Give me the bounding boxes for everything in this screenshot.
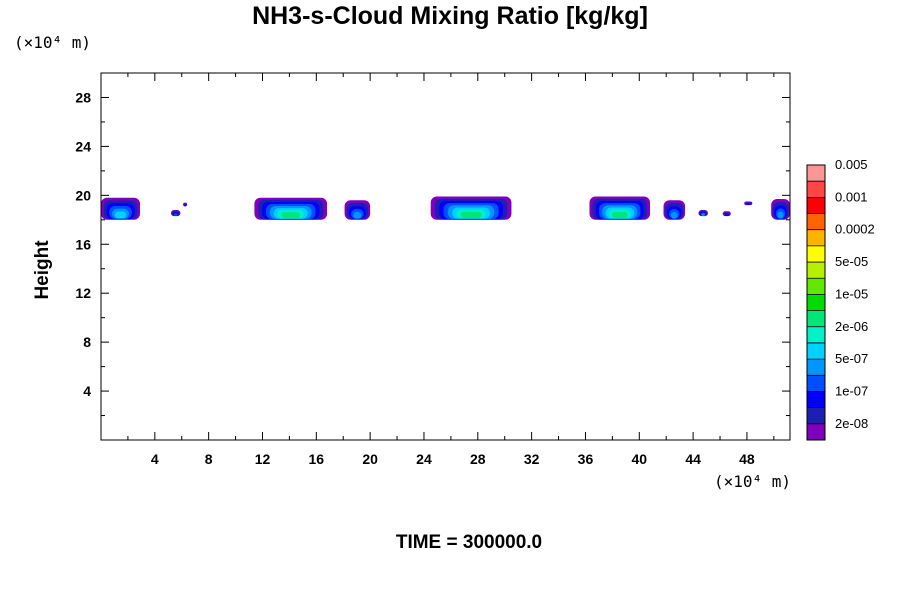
cloud-12 xyxy=(744,201,753,206)
plot-frame xyxy=(100,72,791,441)
colorbar-label: 0.005 xyxy=(835,157,868,172)
colorbar-label: 2e-08 xyxy=(835,416,868,431)
colorbar: 2e-08 1e-07 5e-07 2e-06 1e-05 5e-05 0.0002 0.00… xyxy=(806,157,875,441)
y-tick-label: 28 xyxy=(75,89,91,105)
colorbar-swatch xyxy=(807,326,825,343)
colorbar-swatch xyxy=(807,294,825,311)
colorbar-swatch xyxy=(807,391,825,408)
cloud-5-level-7 xyxy=(612,211,628,219)
chart-title: NH3-s-Cloud Mixing Ratio [kg/kg] xyxy=(252,2,648,30)
cloud-4 xyxy=(430,196,512,220)
colorbar-swatch xyxy=(807,278,825,295)
y-tick-label: 24 xyxy=(75,138,91,154)
y-tick-label: 20 xyxy=(75,187,91,203)
cloud-3-level-4 xyxy=(353,211,362,219)
colorbar-swatch xyxy=(807,359,825,376)
x-tick-label: 24 xyxy=(416,451,432,467)
cloud-7 xyxy=(771,199,790,220)
colorbar-swatch xyxy=(807,213,825,230)
cloud-10 xyxy=(722,211,731,217)
cloud-9 xyxy=(698,210,708,217)
colorbar-swatch xyxy=(807,229,825,246)
colorbar-swatch xyxy=(807,181,825,198)
colorbar-label: 0.0002 xyxy=(835,222,875,237)
colorbar-swatch xyxy=(807,165,825,182)
cloud-8 xyxy=(170,210,181,217)
cloud-7-level-4 xyxy=(777,211,784,219)
colorbar-label: 5e-05 xyxy=(835,254,868,269)
x-tick-label: 20 xyxy=(362,451,378,467)
colorbar-frame xyxy=(806,164,826,441)
time-label: TIME = 300000.0 xyxy=(395,532,543,553)
cloud-1-level-5 xyxy=(114,211,127,219)
cloud-5 xyxy=(589,196,651,220)
x-tick-label: 28 xyxy=(470,451,486,467)
colorbar-swatch xyxy=(807,310,825,327)
y-tick-label: 4 xyxy=(83,383,91,399)
x-tick-label: 8 xyxy=(205,451,213,467)
x-tick-label: 4 xyxy=(151,451,159,467)
y-axis-unit: (×10⁴ m) xyxy=(14,33,92,52)
colorbar-swatch xyxy=(807,375,825,392)
x-tick-label: 12 xyxy=(255,451,271,467)
cloud-6 xyxy=(663,200,686,220)
colorbar-swatch xyxy=(807,342,825,360)
cloud-4-level-7 xyxy=(460,211,482,219)
cloud-6-level-4 xyxy=(670,211,678,219)
colorbar-label: 2e-06 xyxy=(835,319,868,334)
y-tick-label: 8 xyxy=(83,334,91,350)
x-tick-label: 16 xyxy=(309,451,325,467)
cloud-12-level-2 xyxy=(746,203,751,205)
cloud-11-level-2 xyxy=(184,204,186,207)
x-axis-unit: (×10⁴ m) xyxy=(714,472,792,491)
cloud-9-level-4 xyxy=(701,213,705,216)
x-tick-label: 36 xyxy=(578,451,594,467)
x-tick-label: 32 xyxy=(524,451,540,467)
x-tick-label: 48 xyxy=(739,451,755,467)
x-tick-label: 40 xyxy=(631,451,647,467)
colorbar-swatch xyxy=(807,197,825,214)
colorbar-label: 1e-05 xyxy=(835,286,868,301)
colorbar-label: 0.001 xyxy=(835,189,868,204)
x-tick-label: 44 xyxy=(685,451,701,467)
cloud-8-level-3 xyxy=(173,213,178,216)
colorbar-swatch xyxy=(807,262,825,279)
y-tick-label: 16 xyxy=(75,236,91,252)
colorbar-label: 1e-07 xyxy=(835,383,868,398)
cloud-11 xyxy=(183,202,188,207)
cloud-2 xyxy=(254,197,328,220)
cloud-2-level-7 xyxy=(281,212,301,219)
cloud-field xyxy=(101,196,790,220)
colorbar-swatch xyxy=(807,423,825,440)
cloud-1 xyxy=(101,197,141,220)
cloud-3 xyxy=(344,200,371,220)
colorbar-label: 5e-07 xyxy=(835,351,868,366)
cloud-10-level-2 xyxy=(725,213,729,216)
y-tick-label: 12 xyxy=(75,285,91,301)
colorbar-swatch xyxy=(807,245,825,263)
colorbar-swatch xyxy=(807,407,825,424)
